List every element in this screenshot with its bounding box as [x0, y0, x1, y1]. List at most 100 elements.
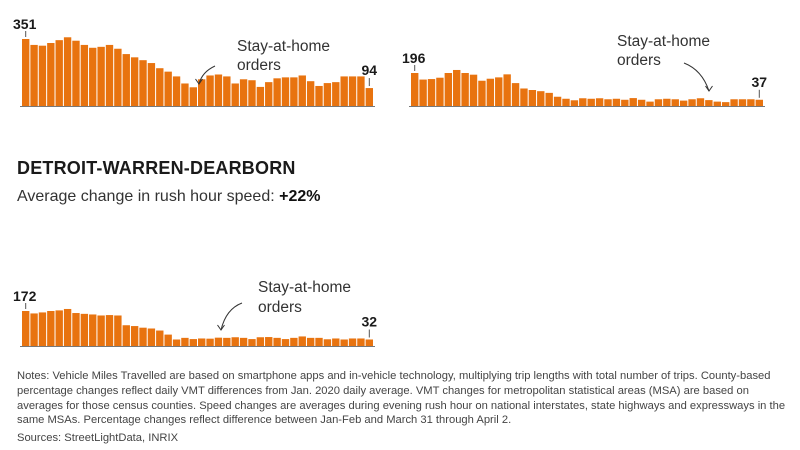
bar — [323, 339, 332, 346]
bar — [164, 334, 172, 346]
bar — [621, 99, 629, 106]
bar — [231, 337, 239, 346]
bar — [469, 74, 478, 106]
bar — [89, 47, 97, 106]
bar — [147, 63, 156, 106]
sources-text: Sources: StreetLightData, INRIX — [17, 432, 179, 444]
bar — [181, 337, 189, 346]
bar — [239, 79, 248, 106]
bar — [55, 310, 63, 346]
bar — [340, 339, 348, 346]
end-value-label: 94 — [362, 62, 378, 78]
start-value-label: 351 — [13, 16, 37, 32]
bar — [273, 337, 281, 346]
bar — [688, 99, 696, 106]
bar — [298, 75, 306, 106]
bar — [72, 40, 80, 106]
bar — [97, 46, 105, 106]
bar — [478, 80, 486, 106]
bar — [705, 100, 713, 106]
bar — [570, 100, 579, 106]
metric-label: Average change in rush hour speed: — [17, 188, 275, 205]
vmt-chart-1: 351 94 Stay-at-home orders — [13, 16, 378, 107]
bar — [663, 98, 671, 106]
annotation-arrowhead — [217, 324, 225, 331]
annotation-line-2: orders — [237, 57, 281, 74]
bars — [22, 37, 373, 106]
bar — [419, 79, 427, 106]
start-value-label: 196 — [402, 50, 426, 66]
city-title: DETROIT-WARREN-DEARBORN — [17, 158, 296, 178]
notes-text: Notes: Vehicle Miles Travelled are based… — [17, 370, 786, 427]
bar — [114, 48, 122, 106]
bars — [22, 308, 373, 346]
bar — [248, 339, 256, 346]
annotation-arrow — [198, 65, 216, 85]
bar — [22, 39, 30, 106]
bar — [206, 75, 214, 106]
metric-value: +22% — [279, 188, 321, 205]
bar — [80, 44, 89, 106]
bar — [323, 83, 332, 106]
bar — [612, 98, 621, 106]
bar — [114, 315, 122, 346]
bar — [248, 80, 256, 106]
start-value-label: 172 — [13, 288, 37, 304]
bar — [637, 99, 646, 106]
bar — [231, 83, 239, 106]
bar — [38, 45, 47, 106]
bar — [486, 78, 495, 106]
bar — [38, 312, 47, 346]
bar — [520, 88, 528, 106]
annotation-line-1: Stay-at-home — [237, 38, 330, 55]
rush-hour-speed-metric: Average change in rush hour speed: +22% — [17, 188, 321, 206]
annotation-line-1: Stay-at-home — [617, 33, 710, 50]
bar — [298, 336, 306, 346]
bar — [671, 99, 679, 106]
bar — [444, 73, 453, 106]
bar — [411, 73, 419, 106]
bar — [357, 76, 365, 106]
bar — [340, 76, 348, 106]
bar — [47, 43, 55, 106]
bar — [281, 77, 290, 106]
bar — [147, 328, 156, 346]
bar — [189, 87, 197, 106]
bar — [130, 57, 139, 106]
bar — [730, 99, 738, 106]
bar — [139, 60, 147, 106]
bar — [587, 98, 595, 106]
bar — [214, 74, 223, 106]
bar — [47, 311, 55, 346]
bars — [411, 69, 763, 106]
bar — [427, 79, 436, 106]
annotation-arrow — [683, 62, 710, 92]
bar — [348, 76, 357, 106]
bar — [654, 99, 663, 106]
bar — [332, 82, 340, 106]
bar — [265, 337, 273, 346]
bar — [256, 337, 265, 346]
bar — [290, 77, 298, 106]
bar — [80, 313, 89, 346]
bar — [528, 90, 537, 106]
bar — [553, 96, 562, 106]
bar — [595, 98, 604, 106]
bar — [315, 85, 323, 106]
bar — [461, 73, 469, 106]
bar — [306, 337, 315, 346]
bar — [122, 325, 130, 346]
bar — [89, 314, 97, 346]
bar — [679, 100, 688, 106]
bar — [256, 86, 265, 106]
bar — [139, 327, 147, 346]
bar — [265, 82, 273, 106]
bar — [105, 315, 114, 346]
bar — [604, 99, 612, 106]
bar — [436, 77, 444, 106]
bar — [579, 98, 587, 106]
bar — [357, 338, 365, 346]
bar — [365, 339, 373, 346]
bar — [738, 99, 747, 106]
bar — [181, 83, 189, 106]
